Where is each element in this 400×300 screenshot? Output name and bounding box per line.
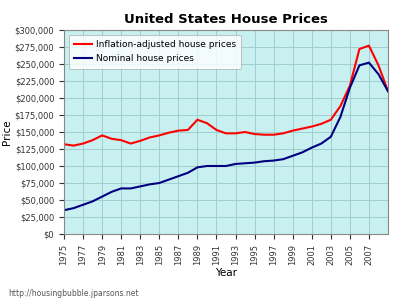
Nominal house prices (214, 164, 219, 168)
Inflation-adjusted house prices (81, 142, 86, 146)
Nominal house prices (204, 164, 209, 168)
Inflation-adjusted house prices (271, 133, 276, 136)
X-axis label: Year: Year (215, 268, 237, 278)
Nominal house prices (195, 166, 200, 169)
Nominal house prices (109, 190, 114, 194)
Inflation-adjusted house prices (328, 118, 333, 122)
Inflation-adjusted house prices (366, 44, 371, 47)
Nominal house prices (62, 208, 66, 212)
Legend: Inflation-adjusted house prices, Nominal house prices: Inflation-adjusted house prices, Nominal… (68, 34, 241, 69)
Nominal house prices (100, 195, 104, 198)
Nominal house prices (81, 203, 86, 207)
Inflation-adjusted house prices (290, 129, 295, 132)
Nominal house prices (309, 146, 314, 149)
Inflation-adjusted house prices (386, 89, 390, 93)
Inflation-adjusted house prices (186, 128, 190, 132)
Nominal house prices (128, 187, 133, 190)
Nominal house prices (348, 86, 352, 90)
Nominal house prices (71, 206, 76, 210)
Inflation-adjusted house prices (195, 118, 200, 122)
Inflation-adjusted house prices (357, 47, 362, 51)
Y-axis label: Price: Price (2, 119, 12, 145)
Inflation-adjusted house prices (252, 132, 257, 136)
Inflation-adjusted house prices (90, 138, 95, 142)
Inflation-adjusted house prices (100, 134, 104, 137)
Inflation-adjusted house prices (176, 129, 181, 132)
Nominal house prices (176, 174, 181, 178)
Nominal house prices (186, 171, 190, 175)
Inflation-adjusted house prices (109, 137, 114, 141)
Inflation-adjusted house prices (128, 142, 133, 146)
Nominal house prices (224, 164, 228, 168)
Text: http://housingbubble.jparsons.net: http://housingbubble.jparsons.net (8, 290, 138, 298)
Nominal house prices (90, 200, 95, 203)
Inflation-adjusted house prices (348, 84, 352, 88)
Nominal house prices (376, 72, 381, 76)
Title: United States House Prices: United States House Prices (124, 13, 328, 26)
Nominal house prices (271, 159, 276, 162)
Inflation-adjusted house prices (262, 133, 266, 136)
Inflation-adjusted house prices (147, 136, 152, 139)
Inflation-adjusted house prices (71, 144, 76, 147)
Inflation-adjusted house prices (157, 134, 162, 137)
Inflation-adjusted house prices (319, 122, 324, 126)
Nominal house prices (157, 181, 162, 185)
Nominal house prices (338, 115, 343, 119)
Nominal house prices (138, 184, 143, 188)
Inflation-adjusted house prices (338, 104, 343, 108)
Nominal house prices (357, 64, 362, 67)
Nominal house prices (233, 162, 238, 166)
Inflation-adjusted house prices (309, 125, 314, 128)
Inflation-adjusted house prices (224, 132, 228, 135)
Inflation-adjusted house prices (62, 142, 66, 146)
Nominal house prices (300, 151, 305, 154)
Inflation-adjusted house prices (281, 132, 286, 135)
Nominal house prices (119, 187, 124, 190)
Nominal house prices (243, 161, 248, 165)
Inflation-adjusted house prices (138, 139, 143, 142)
Inflation-adjusted house prices (166, 131, 171, 134)
Nominal house prices (262, 159, 266, 163)
Line: Inflation-adjusted house prices: Inflation-adjusted house prices (64, 46, 388, 146)
Nominal house prices (366, 61, 371, 64)
Inflation-adjusted house prices (300, 127, 305, 130)
Nominal house prices (252, 161, 257, 164)
Nominal house prices (166, 178, 171, 181)
Nominal house prices (290, 154, 295, 158)
Nominal house prices (319, 142, 324, 146)
Nominal house prices (147, 183, 152, 186)
Inflation-adjusted house prices (233, 132, 238, 135)
Nominal house prices (328, 135, 333, 139)
Nominal house prices (281, 158, 286, 161)
Inflation-adjusted house prices (204, 122, 209, 125)
Inflation-adjusted house prices (243, 130, 248, 134)
Inflation-adjusted house prices (119, 138, 124, 142)
Nominal house prices (386, 89, 390, 93)
Inflation-adjusted house prices (214, 128, 219, 132)
Inflation-adjusted house prices (376, 64, 381, 67)
Line: Nominal house prices: Nominal house prices (64, 63, 388, 210)
